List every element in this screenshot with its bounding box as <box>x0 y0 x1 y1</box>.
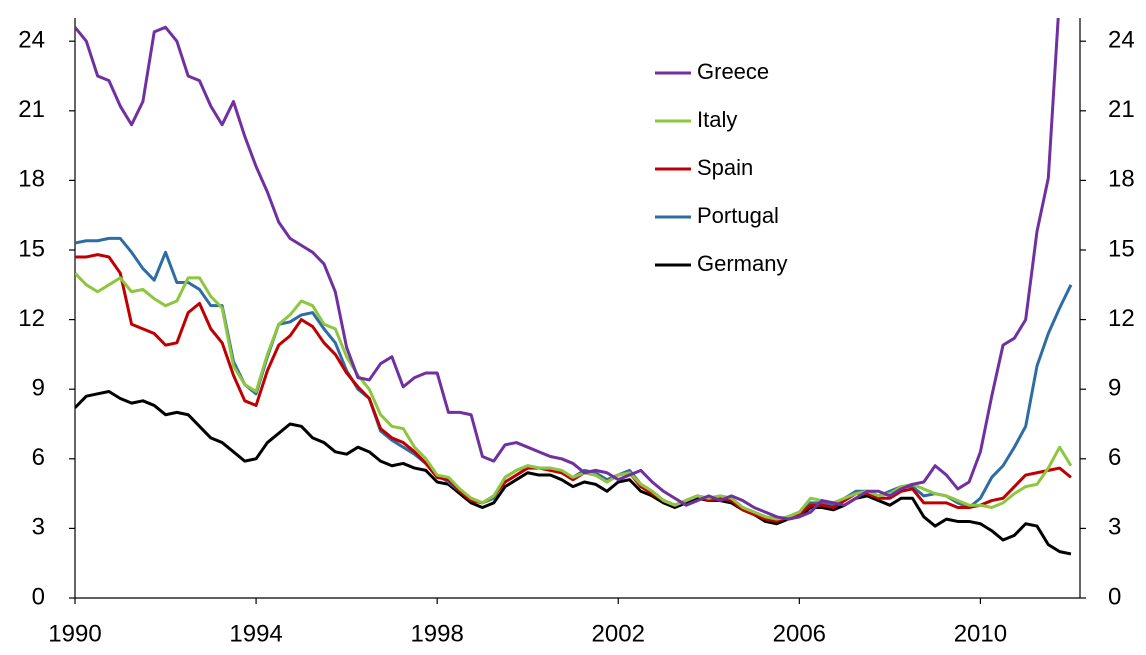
x-tick-label: 1990 <box>48 620 101 647</box>
y-tick-label: 21 <box>18 96 45 123</box>
legend-label: Portugal <box>697 203 779 228</box>
y-tick-label: 9 <box>32 375 45 402</box>
y2-tick-label: 6 <box>1108 444 1121 471</box>
plot-area <box>75 18 1073 556</box>
x-tick-label: 2006 <box>773 620 826 647</box>
y2-tick-label: 9 <box>1108 375 1121 402</box>
y2-tick-label: 24 <box>1108 27 1135 54</box>
y-tick-label: 18 <box>18 166 45 193</box>
series-line <box>75 390 1072 556</box>
x-tick-label: 1994 <box>229 620 282 647</box>
series-line <box>75 18 1060 521</box>
series-line <box>75 253 1072 523</box>
x-tick-label: 1998 <box>410 620 463 647</box>
x-tick-label: 2010 <box>954 620 1007 647</box>
y-tick-label: 3 <box>32 514 45 541</box>
y-tick-label: 0 <box>32 583 45 610</box>
x-tick-label: 2002 <box>592 620 645 647</box>
y2-tick-label: 3 <box>1108 514 1121 541</box>
legend-label: Greece <box>697 59 769 84</box>
y-tick-label: 24 <box>18 27 45 54</box>
y2-tick-label: 0 <box>1108 583 1121 610</box>
legend-label: Germany <box>697 251 787 276</box>
legend-label: Italy <box>697 107 737 132</box>
y2-tick-label: 12 <box>1108 305 1135 332</box>
y2-tick-label: 21 <box>1108 96 1135 123</box>
y-tick-label: 6 <box>32 444 45 471</box>
y2-tick-label: 18 <box>1108 166 1135 193</box>
y-tick-label: 12 <box>18 305 45 332</box>
legend-label: Spain <box>697 155 753 180</box>
y2-tick-label: 15 <box>1108 235 1135 262</box>
y-tick-label: 15 <box>18 235 45 262</box>
